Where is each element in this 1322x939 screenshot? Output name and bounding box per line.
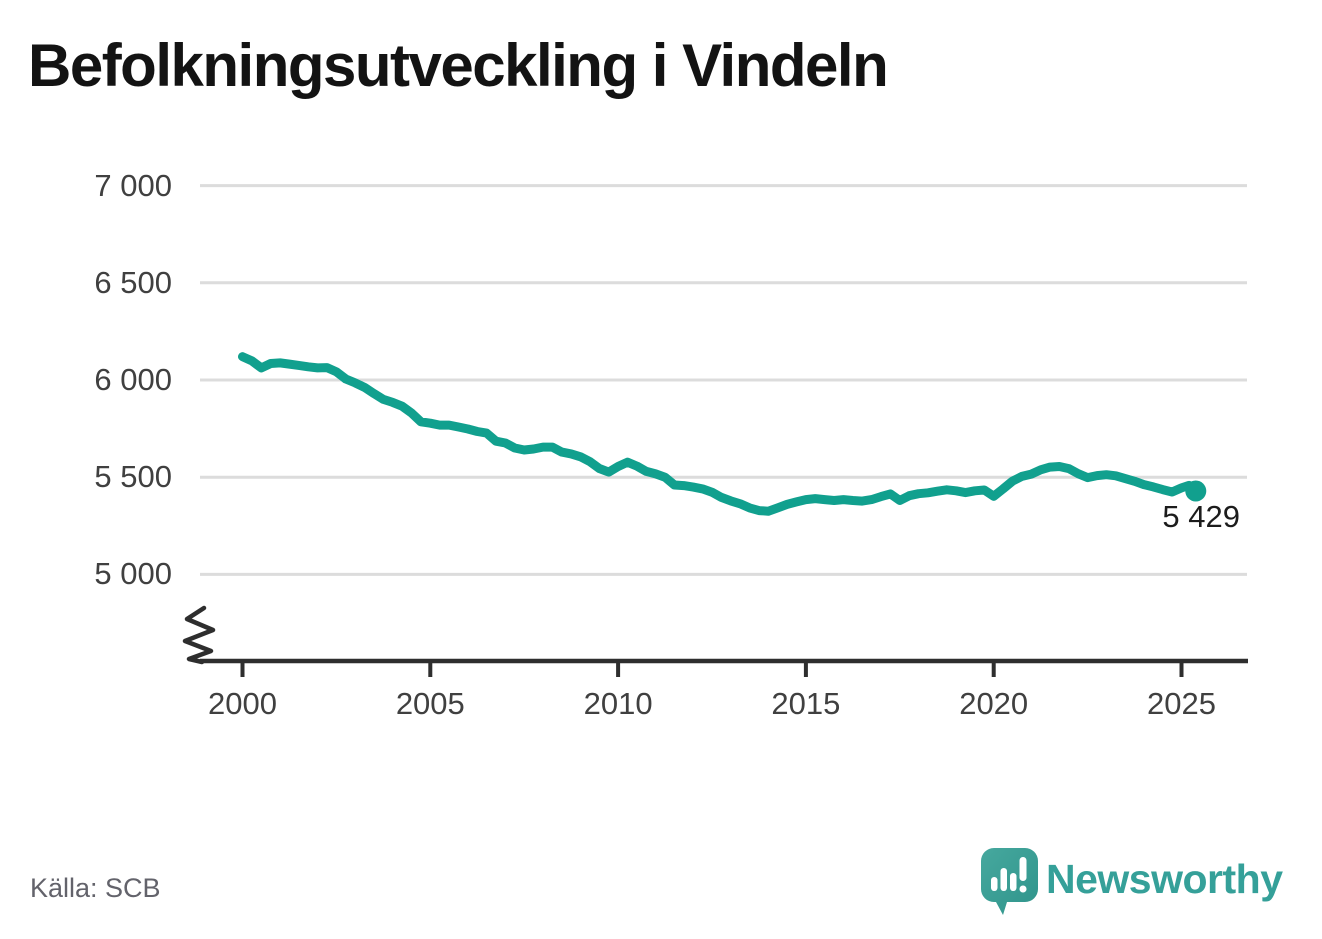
source-note: Källa: SCB xyxy=(30,873,161,903)
speech-bubble-bar-chart-icon xyxy=(981,848,1038,915)
x-axis xyxy=(182,605,1248,677)
brand-name: Newsworthy xyxy=(1046,856,1283,902)
newsworthy-logo: Newsworthy xyxy=(980,847,1300,917)
y-tick-label: 5 500 xyxy=(94,459,172,495)
x-tick-label: 2015 xyxy=(771,686,841,721)
chart-title: Befolkningsutveckling i Vindeln xyxy=(28,32,889,99)
y-tick-label: 6 500 xyxy=(94,264,172,300)
population-line xyxy=(238,352,1207,516)
x-tick-label: 2000 xyxy=(208,686,277,721)
axis-break-icon xyxy=(182,605,216,665)
x-tick-label: 2005 xyxy=(395,686,465,721)
x-tick-label: 2020 xyxy=(959,686,1029,721)
gridlines xyxy=(200,184,1247,576)
y-tick-label: 6 000 xyxy=(94,362,172,397)
y-tick-label: 5 000 xyxy=(94,556,172,592)
x-tick-label: 2025 xyxy=(1147,686,1216,721)
y-tick-label: 7 000 xyxy=(94,167,172,203)
population-line-path xyxy=(238,352,1201,516)
end-point-dot xyxy=(1185,480,1207,502)
end-value-label: 5 429 xyxy=(1162,499,1240,534)
x-tick-label: 2010 xyxy=(583,686,653,721)
